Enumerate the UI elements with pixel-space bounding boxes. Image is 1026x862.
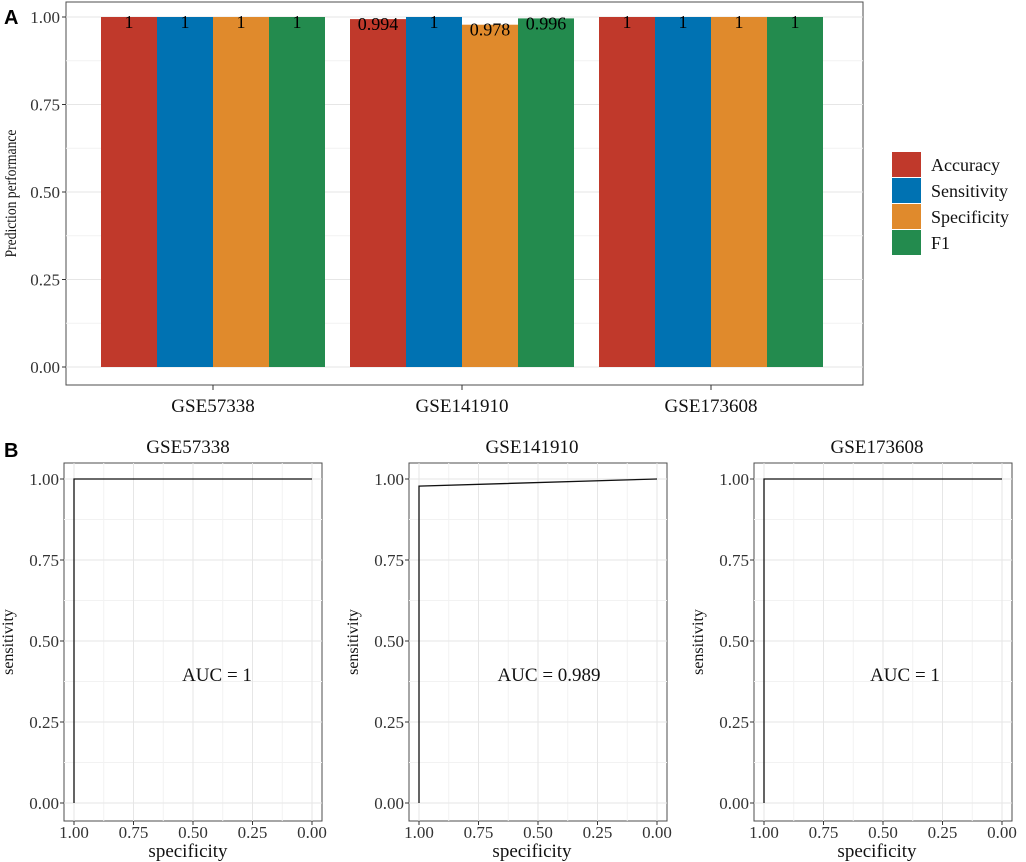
panel-label-a: A — [4, 7, 18, 29]
bar-data-label: 1 — [735, 12, 744, 32]
y-tick-label: 0.75 — [29, 551, 59, 570]
bar-accuracy-gse141910 — [350, 19, 406, 367]
bar-data-label: 0.996 — [526, 13, 567, 33]
x-tick-label: 0.00 — [987, 823, 1017, 842]
x-tick-label: 0.50 — [523, 823, 553, 842]
y-tick-label: 0.25 — [29, 713, 59, 732]
x-tick-label: 0.75 — [119, 823, 149, 842]
auc-annotation: AUC = 1 — [182, 665, 252, 686]
panel-label-b: B — [4, 440, 18, 462]
legend-swatch-accuracy — [892, 152, 921, 177]
x-tick-label: 0.00 — [297, 823, 327, 842]
bar-accuracy-gse173608 — [599, 17, 655, 367]
legend-label-specificity: Specificity — [931, 207, 1009, 227]
x-tick-label: 0.50 — [178, 823, 208, 842]
legend: Accuracy Sensitivity Specificity F1 — [892, 152, 1009, 255]
bar-f1-gse141910 — [518, 18, 574, 368]
category-label: GSE57338 — [171, 396, 254, 417]
roc-plot-gse57338: 0.00 0.25 0.50 0.75 1.00 1.00 0.75 0.50 0.25 0.00… — [0, 437, 327, 862]
bar-data-label: 1 — [791, 12, 800, 32]
y-tick-label: 0.75 — [374, 551, 404, 570]
y-axis-title: sensitivity — [0, 609, 17, 675]
x-axis-title: specificity — [492, 841, 572, 862]
bar-data-label: 1 — [679, 12, 688, 32]
y-tick-label: 0.25 — [719, 713, 749, 732]
y-tick-label: 1.00 — [719, 470, 749, 489]
bar-chart: 0.00 0.25 0.50 0.75 1.00 GSE57338 GSE141910 GSE… — [3, 1, 864, 417]
bar-data-label: 0.994 — [358, 14, 399, 34]
bar-data-label: 1 — [623, 12, 632, 32]
x-axis-title: specificity — [837, 841, 917, 862]
y-tick-label: 0.00 — [30, 358, 60, 377]
y-tick-label: 0.75 — [30, 96, 60, 115]
y-tick-label: 0.50 — [374, 632, 404, 651]
y-tick-label: 0.00 — [719, 794, 749, 813]
legend-swatch-f1 — [892, 230, 921, 255]
legend-label-sensitivity: Sensitivity — [931, 181, 1008, 201]
y-tick-label: 0.50 — [30, 183, 60, 202]
y-tick-label: 0.50 — [719, 632, 749, 651]
roc-curve — [73, 478, 312, 803]
legend-swatch-sensitivity — [892, 178, 921, 203]
roc-curve — [418, 478, 658, 803]
bar-specificity-gse141910 — [462, 24, 518, 367]
x-tick-label: 1.00 — [749, 823, 779, 842]
bar-data-label: 0.978 — [470, 20, 511, 40]
x-axis-title: specificity — [148, 841, 228, 862]
roc-plot-gse173608: 0.00 0.25 0.50 0.75 1.00 1.00 0.75 0.50 0.25 0.00… — [690, 437, 1017, 862]
y-tick-label: 0.75 — [719, 551, 749, 570]
y-tick-label: 0.00 — [29, 794, 59, 813]
y-tick-label: 0.25 — [374, 713, 404, 732]
bar-specificity-gse57338 — [213, 17, 269, 367]
y-tick-label: 1.00 — [374, 470, 404, 489]
roc-title: GSE173608 — [831, 437, 924, 458]
x-tick-label: 0.25 — [928, 823, 958, 842]
roc-title: GSE57338 — [146, 437, 229, 458]
x-tick-label: 0.25 — [238, 823, 268, 842]
y-tick-label: 1.00 — [30, 8, 60, 27]
y-axis-title: sensitivity — [690, 609, 707, 675]
bar-sensitivity-gse173608 — [655, 17, 711, 367]
bar-sensitivity-gse141910 — [406, 17, 462, 367]
roc-title: GSE141910 — [486, 437, 579, 458]
bar-data-label: 1 — [430, 12, 439, 32]
y-tick-label: 0.25 — [30, 271, 60, 290]
bar-f1-gse173608 — [767, 17, 823, 367]
bar-data-label: 1 — [293, 12, 302, 32]
bar-data-label: 1 — [125, 12, 134, 32]
roc-plot-gse141910: 0.00 0.25 0.50 0.75 1.00 1.00 0.75 0.50 0.25 0.00… — [345, 437, 672, 862]
x-tick-label: 0.25 — [583, 823, 613, 842]
y-tick-label: 0.50 — [29, 632, 59, 651]
category-label: GSE141910 — [416, 396, 509, 417]
category-label: GSE173608 — [665, 396, 758, 417]
bar-sensitivity-gse57338 — [157, 17, 213, 367]
bar-f1-gse57338 — [269, 17, 325, 367]
bar-data-label: 1 — [237, 12, 246, 32]
roc-curve — [763, 478, 1002, 803]
bar-data-label: 1 — [181, 12, 190, 32]
y-tick-label: 0.00 — [374, 794, 404, 813]
legend-label-f1: F1 — [931, 233, 950, 253]
x-tick-label: 0.75 — [809, 823, 839, 842]
y-axis-title: sensitivity — [345, 609, 362, 675]
bar-accuracy-gse57338 — [101, 17, 157, 367]
legend-label-accuracy: Accuracy — [931, 155, 1000, 175]
auc-annotation: AUC = 1 — [870, 665, 940, 686]
x-tick-label: 0.75 — [464, 823, 494, 842]
x-tick-label: 1.00 — [404, 823, 434, 842]
y-tick-label: 1.00 — [29, 470, 59, 489]
y-axis-title: Prediction performance — [3, 129, 20, 257]
auc-annotation: AUC = 0.989 — [497, 665, 600, 686]
x-tick-label: 0.50 — [868, 823, 898, 842]
bar-specificity-gse173608 — [711, 17, 767, 367]
x-tick-label: 0.00 — [642, 823, 672, 842]
legend-swatch-specificity — [892, 204, 921, 229]
x-tick-label: 1.00 — [59, 823, 89, 842]
